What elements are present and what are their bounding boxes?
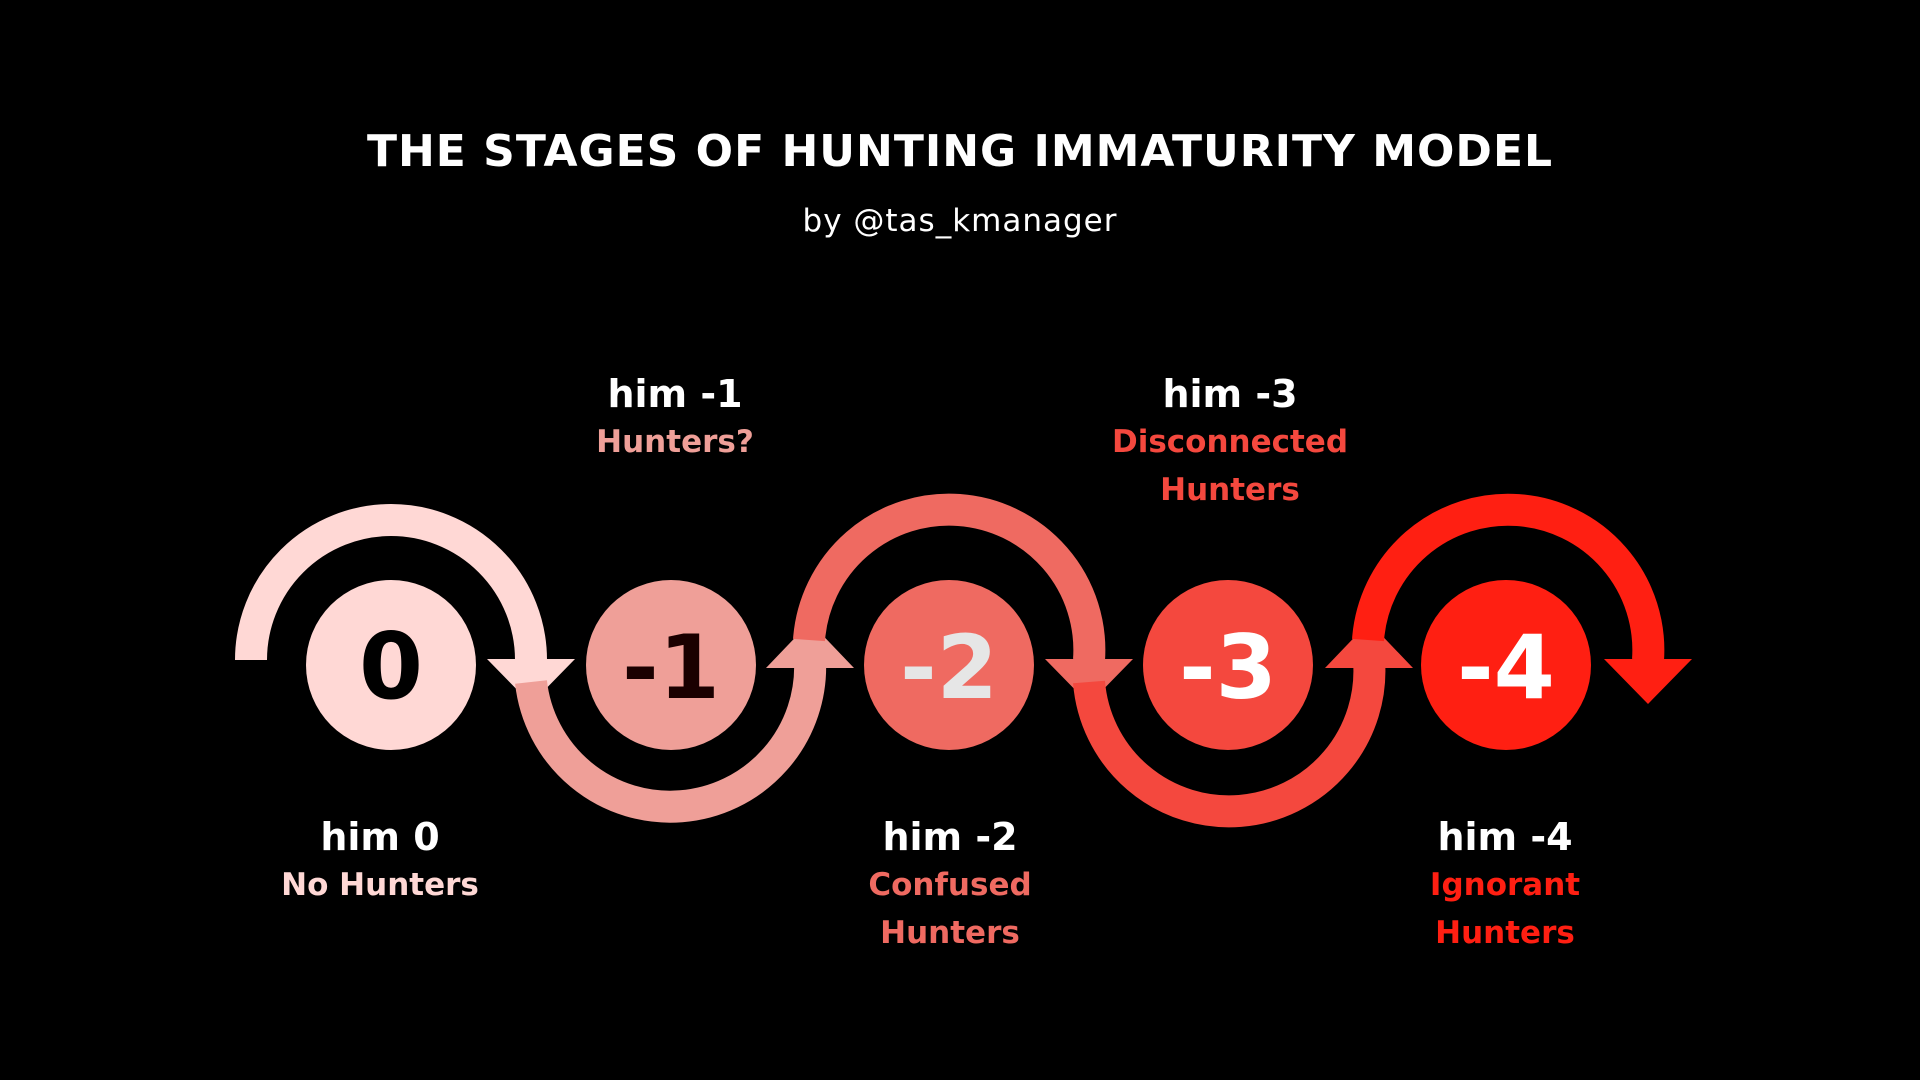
diagram-title: THE STAGES OF HUNTING IMMATURITY MODEL [366, 126, 1554, 177]
arrow-arc-3 [1073, 622, 1413, 828]
stage-name-3-line-1: Disconnected [1111, 424, 1349, 460]
stage-node-2: -2 [864, 580, 1034, 750]
stage-label-3: him -3 Disconnected Hunters [1050, 370, 1410, 514]
arc-0-arrowhead [487, 659, 575, 704]
arrow-arc-0 [235, 504, 575, 704]
stage-name-1-line-1: Hunters? [596, 424, 754, 460]
stage-circle-4 [1421, 580, 1591, 750]
stage-circle-0 [306, 580, 476, 750]
arc-3-arrowhead [1325, 622, 1413, 668]
stage-number-0: 0 [359, 613, 423, 720]
diagram-subtitle: by @tas_kmanager [802, 203, 1118, 239]
stage-number-2: -2 [900, 616, 998, 719]
stage-number-1: -1 [622, 616, 720, 719]
arc-2-arrowhead [1045, 659, 1133, 704]
stage-number-4: -4 [1457, 616, 1555, 719]
arrow-arc-1 [515, 622, 854, 823]
arc-1-stroke [515, 659, 827, 823]
stage-level-4: him -4 [1437, 815, 1573, 859]
stage-label-1: him -1 Hunters? [495, 370, 855, 466]
stage-level-2: him -2 [882, 815, 1018, 859]
arrow-arc-2 [793, 493, 1133, 704]
stage-circle-2 [864, 580, 1034, 750]
stage-name-4-line-2: Hunters [1435, 915, 1575, 951]
stage-level-0: him 0 [320, 815, 440, 859]
stage-name-0-line-1: No Hunters [281, 867, 479, 903]
arrow-arc-4 [1352, 493, 1692, 704]
stage-name-2-line-2: Hunters [880, 915, 1020, 951]
stage-name-3-line-2: Hunters [1160, 472, 1300, 508]
stage-name-4-line-1: Ignorant [1429, 867, 1581, 903]
stage-node-0: 0 [306, 580, 476, 750]
stage-name-2-line-1: Confused [868, 867, 1032, 903]
stage-circle-1 [586, 580, 756, 750]
arc-0-stroke [235, 504, 547, 661]
arc-3-stroke [1073, 658, 1386, 828]
arc-4-stroke [1352, 493, 1665, 662]
stage-node-1: -1 [586, 580, 756, 750]
stage-label-4: him -4 Ignorant Hunters [1325, 813, 1685, 957]
stage-label-2: him -2 Confused Hunters [770, 813, 1130, 957]
stage-level-3: him -3 [1162, 372, 1298, 416]
stage-node-4: -4 [1421, 580, 1591, 750]
stage-label-0: him 0 No Hunters [200, 813, 560, 909]
stage-level-1: him -1 [607, 372, 743, 416]
stage-node-3: -3 [1143, 580, 1313, 750]
arc-2-stroke [793, 493, 1106, 662]
arc-4-arrowhead [1604, 659, 1692, 704]
stage-number-3: -3 [1179, 616, 1277, 719]
arc-1-arrowhead [766, 622, 854, 668]
stage-circle-3 [1143, 580, 1313, 750]
